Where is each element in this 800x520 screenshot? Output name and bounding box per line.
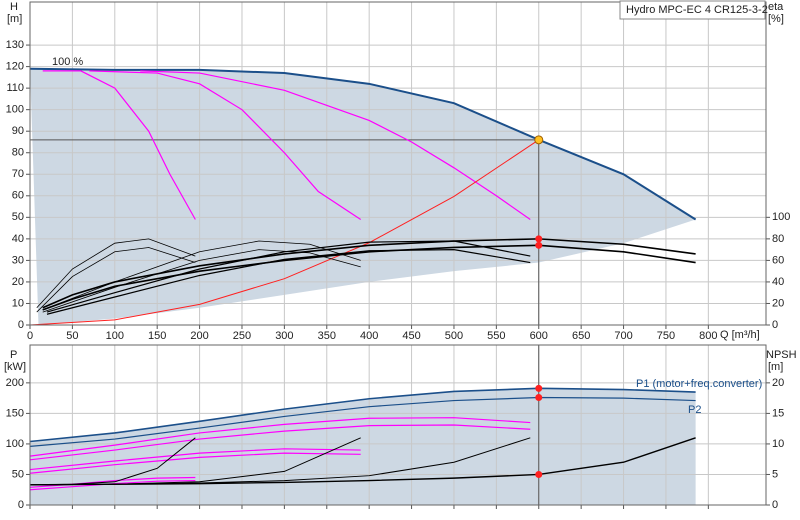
y-tick-label: 40 [12, 233, 24, 245]
y2-axis-label: NPSH [766, 349, 797, 361]
marker [535, 394, 543, 402]
marker [535, 384, 543, 392]
y2-axis-unit: [%] [768, 13, 784, 25]
y2-tick-label: 10 [772, 438, 784, 450]
plot-frame [29, 344, 767, 506]
curve [29, 452, 361, 474]
shaded-range [30, 388, 696, 505]
y2-tick-label: 80 [772, 233, 784, 245]
y-tick-label: 110 [6, 82, 24, 94]
y-tick-label: 120 [6, 61, 24, 73]
x-tick-label: 200 [190, 330, 208, 342]
y2-tick-label: 100 [772, 211, 790, 223]
x-tick-label: 350 [318, 330, 336, 342]
y-axis-label: H [10, 1, 18, 13]
x-tick-label: 600 [530, 330, 548, 342]
y-tick-label: 100 [6, 438, 24, 450]
y2-axis-label: eta [768, 1, 784, 13]
y-tick-label: 100 [6, 104, 24, 116]
x-tick-label: 400 [360, 330, 378, 342]
y-tick-label: 200 [6, 377, 24, 389]
y2-tick-label: 0 [772, 499, 778, 511]
x-axis-label: Q [m³/h] [720, 329, 760, 341]
x-tick-label: 750 [657, 330, 675, 342]
y2-tick-label: 40 [772, 276, 784, 288]
curve [29, 387, 696, 443]
curve [42, 238, 696, 309]
y-axis-unit: [m] [7, 13, 22, 25]
marker [535, 235, 543, 243]
curve [29, 139, 540, 326]
y-tick-label: 0 [18, 499, 24, 511]
x-tick-label: 100 [106, 330, 124, 342]
curve [42, 70, 196, 220]
y-tick-label: 150 [6, 407, 24, 419]
y-tick-label: 50 [12, 468, 24, 480]
x-tick-label: 150 [148, 330, 166, 342]
y-tick-label: 10 [12, 297, 24, 309]
curve [29, 424, 531, 461]
y2-axis-unit: [m] [768, 361, 783, 373]
y-axis-unit: [kW] [4, 361, 26, 373]
plot-frame [29, 1, 767, 326]
x-tick-label: 50 [66, 330, 78, 342]
chart-title: Hydro MPC-EC 4 CR125-3-2 [626, 4, 768, 16]
y-tick-label: 60 [12, 190, 24, 202]
y-tick-label: 30 [12, 254, 24, 266]
x-tick-label: 800 [699, 330, 717, 342]
duty-point [534, 135, 544, 145]
y-tick-label: 70 [12, 168, 24, 180]
curve [46, 249, 531, 315]
y-tick-label: 130 [6, 39, 24, 51]
curve [36, 247, 196, 313]
x-tick-label: 500 [445, 330, 463, 342]
plot-layer: 0 50 100 150 200 250 300 350 400 450 500 550 600 650 7… [6, 1, 790, 511]
y-tick-label: 50 [12, 211, 24, 223]
curve [42, 240, 361, 311]
y2-tick-label: 0 [772, 319, 778, 331]
x-tick-label: 550 [487, 330, 505, 342]
curve [36, 238, 196, 309]
curve [29, 417, 531, 457]
y2-tick-label: 60 [772, 254, 784, 266]
y-tick-label: 0 [18, 319, 24, 331]
x-tick-label: 650 [572, 330, 590, 342]
y2-tick-label: 20 [772, 377, 784, 389]
legend-label: P2 [688, 404, 701, 416]
curve [42, 249, 361, 313]
y2-tick-label: 15 [772, 407, 784, 419]
y-axis-label: P [10, 349, 17, 361]
curve [140, 70, 531, 220]
marker [535, 241, 543, 249]
x-tick-label: 300 [275, 330, 293, 342]
x-tick-label: 250 [233, 330, 251, 342]
legend-label: P1 (motor+freq.converter) [636, 378, 762, 390]
y2-tick-label: 5 [772, 468, 778, 480]
marker [535, 470, 543, 478]
shaded-range [30, 68, 696, 326]
x-tick-label: 450 [402, 330, 420, 342]
annotation: 100 % [52, 56, 83, 68]
curve [29, 437, 696, 486]
curve [29, 396, 696, 447]
y-tick-label: 20 [12, 276, 24, 288]
curve [42, 244, 696, 311]
y-tick-label: 80 [12, 147, 24, 159]
title-box [619, 0, 766, 20]
curve [89, 70, 362, 220]
y2-tick-label: 20 [772, 297, 784, 309]
curve [29, 67, 697, 221]
x-tick-label: 700 [614, 330, 632, 342]
curve [29, 448, 361, 471]
y-tick-label: 90 [12, 125, 24, 137]
x-tick-label: 0 [27, 330, 33, 342]
